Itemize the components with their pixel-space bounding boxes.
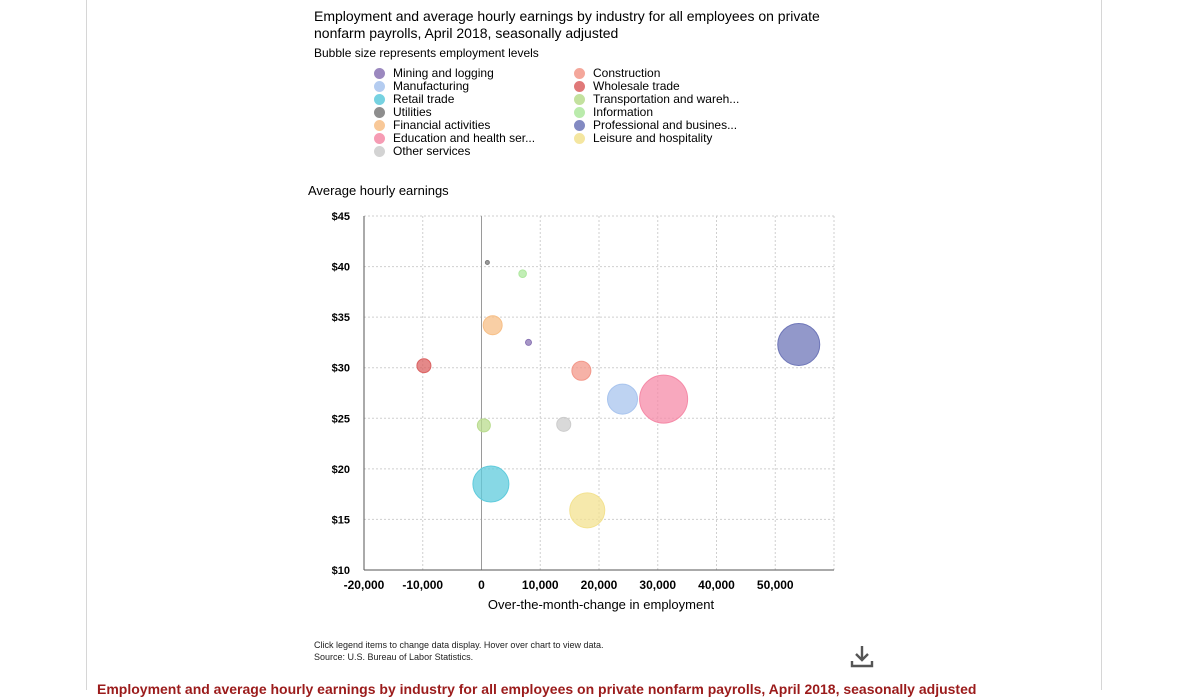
chart-legend: Mining and logging Construction Manufactur… [372, 67, 792, 162]
legend-label: Financial activities [393, 118, 491, 132]
bubble-wholesale-trade[interactable]: Wholesale trade [416, 358, 432, 374]
y-tick-label: $15 [332, 514, 350, 526]
download-icon[interactable] [848, 644, 876, 670]
legend-item-mining-and-logging[interactable]: Mining and logging [374, 67, 494, 80]
legend-swatch [374, 120, 385, 131]
y-tick-label: $45 [332, 211, 350, 223]
y-tick-label: $35 [332, 312, 350, 324]
bubble-information[interactable]: Information [518, 269, 527, 278]
chart-source: Source: U.S. Bureau of Labor Statistics. [314, 652, 474, 662]
bubble-other-services[interactable]: Other services [556, 416, 572, 432]
bubble-leisure-and-hospitality[interactable]: Leisure and hospitality [569, 492, 606, 529]
legend-label: Wholesale trade [593, 79, 680, 93]
legend-label: Education and health ser... [393, 131, 536, 145]
x-tick-label: -10,000 [402, 578, 443, 592]
bubble-financial-activities[interactable]: Financial activities [482, 315, 503, 336]
legend-label: Leisure and hospitality [593, 131, 713, 145]
legend-label: Professional and busines... [593, 118, 738, 132]
y-tick-label: $20 [332, 464, 350, 476]
legend-swatch [574, 81, 585, 92]
legend-swatch [574, 68, 585, 79]
legend-swatch [374, 133, 385, 144]
bubble-mining-and-logging[interactable]: Mining and logging [525, 338, 532, 346]
bubble-construction[interactable]: Construction [571, 360, 592, 381]
x-tick-label: 30,000 [639, 578, 676, 592]
legend-swatch [574, 133, 585, 144]
bubble-education-and-health-ser[interactable]: Education and health ser... [639, 374, 689, 424]
legend-item-professional-and-busines[interactable]: Professional and busines... [574, 119, 737, 132]
x-axis-title: Over-the-month-change in employment [488, 597, 715, 612]
legend-label: Construction [593, 66, 661, 80]
legend-swatch [374, 94, 385, 105]
legend-swatch [574, 94, 585, 105]
legend-label: Other services [393, 144, 471, 158]
table-caption: Employment and average hourly earnings b… [97, 681, 977, 697]
legend-item-financial-activities[interactable]: Financial activities [374, 119, 490, 132]
legend-item-transportation-and-wareh[interactable]: Transportation and wareh... [574, 93, 739, 106]
legend-label: Retail trade [393, 92, 455, 106]
legend-label: Transportation and wareh... [593, 92, 740, 106]
right-border [1101, 0, 1102, 690]
legend-item-wholesale-trade[interactable]: Wholesale trade [574, 80, 680, 93]
legend-item-information[interactable]: Information [574, 106, 653, 119]
chart-subtitle: Bubble size represents employment levels [314, 46, 539, 60]
y-axis-title: Average hourly earnings [308, 183, 449, 198]
legend-swatch [574, 120, 585, 131]
x-tick-label: -20,000 [344, 578, 385, 592]
bubble-retail-trade[interactable]: Retail trade [472, 465, 510, 503]
legend-item-utilities[interactable]: Utilities [374, 106, 432, 119]
legend-item-construction[interactable]: Construction [574, 67, 660, 80]
y-tick-label: $25 [332, 413, 350, 425]
chart-title: Employment and average hourly earnings b… [314, 8, 820, 41]
y-tick-label: $10 [332, 565, 350, 577]
bubble-utilities[interactable]: Utilities [484, 260, 490, 266]
y-tick-label: $30 [332, 363, 350, 375]
legend-swatch [574, 107, 585, 118]
legend-item-manufacturing[interactable]: Manufacturing [374, 80, 469, 93]
bubble-professional-and-busines[interactable]: Professional and busines... [777, 322, 821, 366]
chart-instructions: Click legend items to change data displa… [314, 640, 604, 650]
y-tick-label: $40 [332, 262, 350, 274]
x-tick-label: 50,000 [757, 578, 794, 592]
legend-label: Information [593, 105, 654, 119]
bubble-transportation-and-wareh[interactable]: Transportation and wareh... [476, 418, 491, 433]
legend-item-education-and-health-ser[interactable]: Education and health ser... [374, 132, 535, 145]
x-tick-label: 10,000 [522, 578, 559, 592]
legend-label: Manufacturing [393, 79, 470, 93]
legend-label: Utilities [393, 105, 432, 119]
legend-label: Mining and logging [393, 66, 494, 80]
bubble-manufacturing[interactable]: Manufacturing [607, 383, 638, 415]
legend-item-other-services[interactable]: Other services [374, 145, 470, 158]
x-tick-label: 20,000 [581, 578, 618, 592]
x-tick-label: 40,000 [698, 578, 735, 592]
legend-swatch [374, 107, 385, 118]
legend-swatch [374, 68, 385, 79]
legend-swatch [374, 81, 385, 92]
legend-item-retail-trade[interactable]: Retail trade [374, 93, 454, 106]
legend-swatch [374, 146, 385, 157]
chart-notes: Click legend items to change data displa… [314, 639, 603, 663]
legend-item-leisure-and-hospitality[interactable]: Leisure and hospitality [574, 132, 712, 145]
left-border [86, 0, 87, 690]
x-tick-label: 0 [478, 578, 485, 592]
